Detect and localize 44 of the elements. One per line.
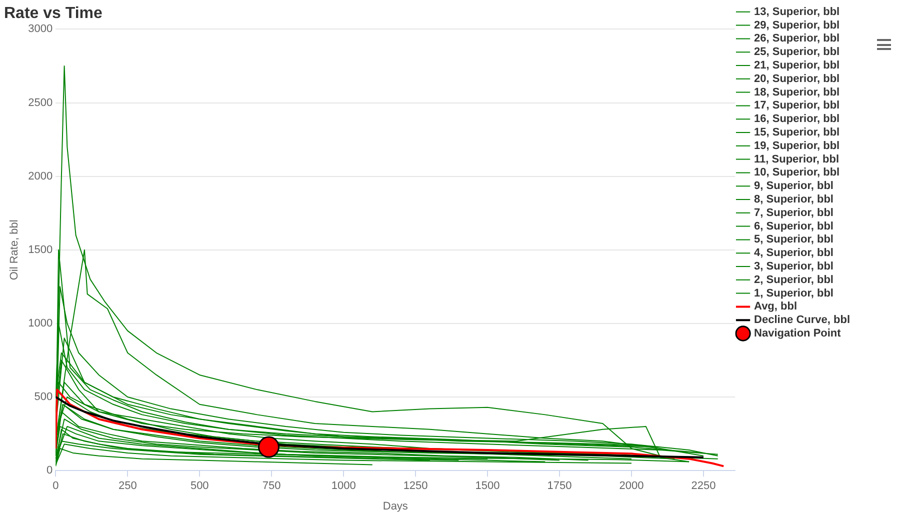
legend-label: 17, Superior, bbl [754,100,840,112]
y-tick-label: 2000 [28,170,53,182]
legend-label: 21, Superior, bbl [754,60,840,72]
x-tick-label: 2000 [619,480,644,492]
x-tick-label: 1750 [547,480,572,492]
y-tick-label: 1500 [28,244,53,256]
legend-label: 20, Superior, bbl [754,72,840,85]
y-tick-label: 1000 [28,318,53,330]
legend-label: 6, Superior, bbl [754,220,834,232]
y-tick-label: 3000 [28,23,53,36]
legend-label: 5, Superior, bbl [754,234,834,246]
x-tick-label: 500 [190,480,209,492]
y-tick-label: 2500 [28,96,53,109]
y-tick-label: 0 [46,464,53,477]
legend-label: 13, Superior, bbl [754,6,840,18]
legend-label: 3, Superior, bbl [754,260,834,273]
legend-label: 2, Superior, bbl [754,274,834,286]
legend-label: 15, Superior, bbl [754,126,840,139]
legend-label: 9, Superior, bbl [754,180,834,192]
chart-title: Rate vs Time [4,5,103,22]
legend-label: 7, Superior, bbl [754,206,834,219]
legend-label: 16, Superior, bbl [754,113,840,126]
y-tick-label: 500 [34,391,53,404]
legend-label: 10, Superior, bbl [754,166,840,179]
legend-label: 25, Superior, bbl [754,46,840,58]
legend-label: 11, Superior, bbl [754,153,840,166]
legend-label: 4, Superior, bbl [754,247,834,260]
legend-label: 26, Superior, bbl [754,32,840,45]
legend-label: 18, Superior, bbl [754,86,840,98]
x-tick-label: 250 [118,480,137,492]
legend-label: Decline Curve, bbl [754,314,850,326]
x-tick-label: 2250 [691,480,716,492]
x-tick-label: 1250 [403,480,428,492]
legend-label: 29, Superior, bbl [754,19,840,32]
y-axis-title: Oil Rate, bbl [8,220,21,280]
legend-label: Avg, bbl [754,300,798,313]
x-tick-label: 1000 [331,480,356,492]
legend-label: 8, Superior, bbl [754,194,834,206]
legend-label: 1, Superior, bbl [754,287,834,300]
x-tick-label: 1500 [475,480,500,492]
legend-label: 19, Superior, bbl [754,140,840,152]
x-axis-title: Days [382,500,408,512]
legend-label: Navigation Point [754,328,842,340]
x-tick-label: 750 [262,480,281,492]
